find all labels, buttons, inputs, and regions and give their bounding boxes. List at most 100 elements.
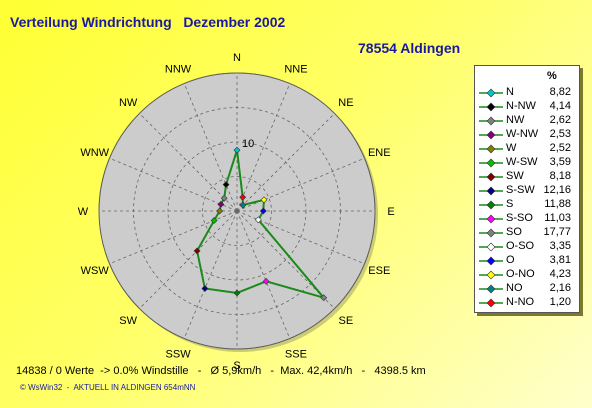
legend-entry: S-SW 12,16 [475, 184, 579, 198]
legend-value: 3,35 [549, 240, 571, 252]
legend-entry: N 8,82 [475, 86, 579, 100]
legend-name: O-SO [506, 240, 535, 252]
credit-line: © WsWin32 - AKTUELL IN ALDINGEN 654mNN [20, 383, 196, 392]
legend-entry: NO 2,16 [475, 282, 579, 296]
grid-spoke [109, 210, 238, 265]
grid-spoke [183, 83, 238, 212]
legend-marker-icon [479, 284, 503, 294]
grid-spoke [109, 157, 238, 212]
legend-entry: S 11,88 [475, 198, 579, 212]
legend-marker-icon [479, 242, 503, 252]
grid-spoke [183, 210, 238, 339]
data-point [320, 294, 328, 302]
direction-label: NE [338, 97, 353, 109]
legend-value: 3,59 [549, 156, 571, 168]
legend-entry: O-SO 3,35 [475, 240, 579, 254]
data-point [222, 181, 230, 189]
legend-value: 4,23 [549, 268, 571, 280]
legend-marker-icon [479, 186, 503, 196]
grid-spoke [236, 83, 291, 212]
legend-name: NO [506, 282, 523, 294]
data-point [233, 289, 241, 297]
legend-entry: W 2,52 [475, 142, 579, 156]
direction-label: NNW [165, 64, 192, 76]
direction-label: ENE [368, 147, 391, 159]
chart-title: Verteilung Windrichtung Dezember 2002 [10, 14, 286, 30]
legend-entry: O-NO 4,23 [475, 268, 579, 282]
grid-spoke [236, 157, 365, 212]
legend-value: 12,16 [543, 184, 571, 196]
data-point [262, 277, 270, 285]
legend-marker-icon [479, 130, 503, 140]
legend-name: S-SW [506, 184, 535, 196]
legend-name: N-NW [506, 100, 536, 112]
legend-value: 2,53 [549, 128, 571, 140]
data-point [220, 194, 228, 202]
legend-marker-icon [479, 298, 503, 308]
legend-name: S-SO [506, 212, 533, 224]
direction-label: WNW [80, 147, 109, 159]
grid-spoke [139, 210, 238, 309]
legend-name: NW [506, 114, 525, 126]
legend-entry: NW 2,62 [475, 114, 579, 128]
legend-name: O-NO [506, 268, 535, 280]
legend-value: 8,18 [549, 170, 571, 182]
legend-marker-icon [479, 102, 503, 112]
legend-name: W-SW [506, 156, 538, 168]
legend-marker-icon [479, 228, 503, 238]
data-point [239, 193, 247, 201]
legend-marker-icon [479, 200, 503, 210]
data-point [210, 217, 218, 224]
data-point [259, 207, 267, 215]
legend-value: 3,81 [549, 254, 571, 266]
legend-marker-icon [479, 214, 503, 224]
legend-name: W [506, 142, 517, 154]
legend-name: O [506, 254, 515, 266]
legend-entry: N-NO 1,20 [475, 296, 579, 310]
data-point [233, 146, 241, 154]
legend-marker-icon [479, 172, 503, 182]
direction-label: S [233, 360, 240, 372]
data-point [193, 247, 201, 255]
legend-header: % [547, 70, 557, 82]
legend-name: N [506, 86, 514, 98]
legend-name: SO [506, 226, 522, 238]
legend-entry: SW 8,18 [475, 170, 579, 184]
legend-marker-icon [479, 256, 503, 266]
station-label: 78554 Aldingen [358, 40, 461, 56]
legend-marker-icon [479, 88, 503, 98]
legend-entry: SO 17,77 [475, 226, 579, 240]
legend-name: SW [506, 170, 524, 182]
grid-ring [202, 176, 272, 246]
direction-label: E [387, 206, 394, 218]
data-point [239, 201, 247, 209]
legend-entry: N-NW 4,14 [475, 100, 579, 114]
data-point [201, 285, 209, 292]
legend-marker-icon [479, 144, 503, 154]
legend-marker-icon [479, 270, 503, 280]
legend-value: 2,52 [549, 142, 571, 154]
legend-name: N-NO [506, 296, 535, 308]
grid-spoke [236, 210, 365, 265]
legend-entry: W-SW 3,59 [475, 156, 579, 170]
direction-label: N [233, 52, 241, 64]
data-point [217, 200, 225, 208]
ring-label: 10 [242, 138, 254, 150]
legend-value: 11,88 [544, 198, 571, 210]
direction-label: WSW [81, 265, 110, 277]
data-point [216, 207, 224, 215]
legend-entry: W-NW 2,53 [475, 128, 579, 142]
direction-label: SSW [166, 348, 192, 360]
statistics-footer: 14838 / 0 Werte -> 0.0% Windstille - Ø 5… [16, 365, 426, 377]
grid-spoke [139, 113, 238, 212]
legend-marker-icon [479, 116, 503, 126]
legend-entry: S-SO 11,03 [475, 212, 579, 226]
legend-value: 8,82 [549, 86, 571, 98]
legend-marker-icon [479, 158, 503, 168]
legend: % N 8,82 N-NW 4,14 NW 2,62 W-NW 2,53 W 2,52 W-SW 3,… [474, 65, 580, 313]
direction-label: NNE [284, 64, 307, 76]
data-point [260, 196, 268, 204]
legend-value: 2,62 [549, 114, 571, 126]
legend-name: S [506, 198, 514, 210]
